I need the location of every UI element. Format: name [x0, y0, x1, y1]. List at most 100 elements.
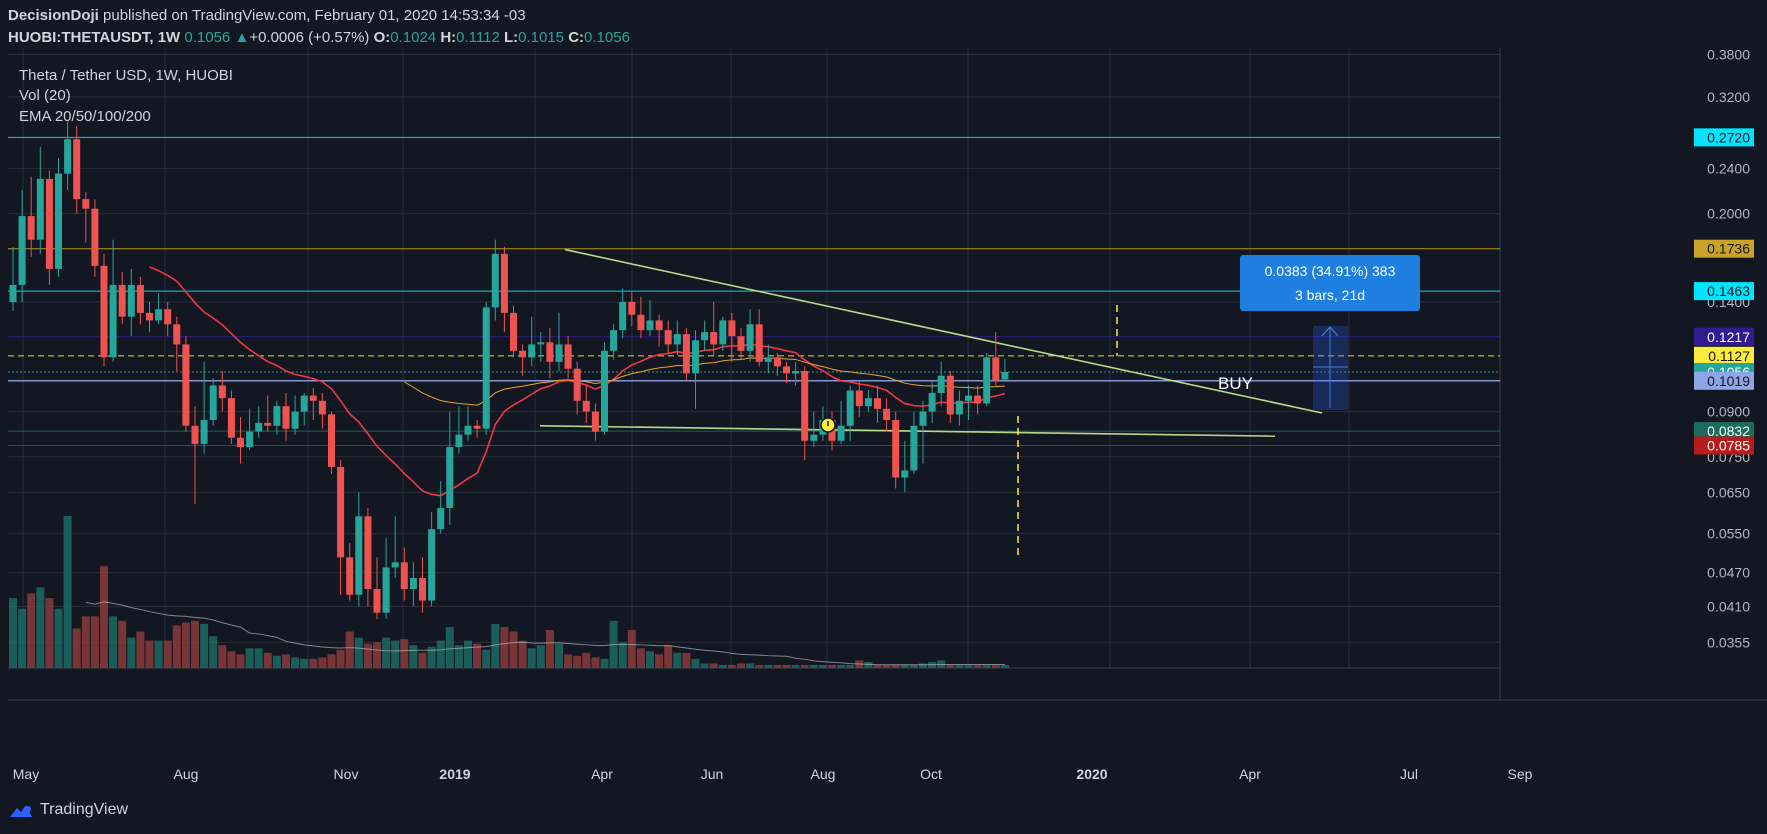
candle-body: [482, 307, 490, 429]
volume-bar: [655, 654, 664, 668]
last-price: 0.1056: [184, 29, 231, 46]
low-label: L:: [503, 29, 519, 46]
volume-ma-line: [85, 601, 1005, 666]
volume-bar: [682, 652, 691, 668]
volume-bar: [127, 637, 136, 668]
price-tick-label: 0.0900: [1707, 404, 1750, 420]
candle-body: [555, 344, 563, 362]
candle-body: [209, 385, 217, 420]
candle-body: [974, 395, 982, 404]
candle-body: [318, 400, 326, 415]
support-trendline: [539, 424, 1276, 437]
price-level-label: 0.1019: [1707, 373, 1750, 389]
measure-tooltip-line1: 0.0383 (34.91%) 383: [1265, 263, 1396, 279]
volume-bar: [391, 640, 400, 668]
price-level-label: 0.1127: [1708, 348, 1750, 364]
candle-body: [300, 395, 308, 412]
volume-bar: [591, 657, 600, 668]
volume-bar: [263, 652, 272, 668]
candle-body: [792, 371, 800, 374]
volume-bar: [582, 652, 591, 668]
volume-bar: [491, 623, 500, 668]
volume-bar: [846, 664, 855, 668]
volume-bar: [573, 655, 582, 668]
tradingview-cloud-icon: [10, 805, 32, 817]
volume-bar: [755, 664, 764, 668]
candle-body: [273, 406, 281, 426]
volume-bar: [327, 654, 336, 668]
volume-bar: [527, 648, 536, 668]
volume-bar: [482, 649, 491, 668]
price-level-label: 0.0832: [1707, 423, 1750, 439]
candle-body: [546, 342, 554, 362]
volume-bar: [236, 654, 245, 668]
volume-bar: [27, 593, 36, 668]
candle-body: [391, 562, 399, 568]
candlesticks: [9, 121, 1009, 619]
candle-body: [255, 422, 263, 432]
volume-bar: [536, 645, 545, 668]
volume-bar: [627, 630, 636, 668]
ema-indicator-label[interactable]: EMA 20/50/100/200: [19, 108, 151, 125]
volume-bar: [18, 608, 27, 668]
publisher-name[interactable]: DecisionDoji: [8, 7, 99, 24]
candle-body: [400, 562, 408, 590]
time-axis: May Aug Nov 2019 Apr Jun Aug Oct 2020 Apr Jul Sep: [13, 766, 1533, 782]
candle-body: [264, 422, 272, 426]
price-level-badge: [1694, 282, 1754, 301]
volume-bar: [946, 664, 955, 668]
volume-bar: [891, 664, 900, 668]
price-tick-label: 0.2400: [1707, 160, 1750, 176]
time-tick-label: Jun: [701, 766, 724, 782]
low-value: 0.1015: [518, 29, 565, 46]
symbol-name[interactable]: HUOBI:THETAUSDT, 1W: [8, 29, 181, 46]
volume-bar: [828, 664, 836, 668]
volume-bar: [54, 608, 63, 668]
chart-title[interactable]: Theta / Tether USD, 1W, HUOBI: [19, 67, 233, 84]
volume-bar: [318, 657, 327, 668]
volume-bar: [454, 645, 463, 668]
volume-bar: [373, 642, 381, 668]
candle-body: [737, 336, 745, 351]
volume-bar: [973, 664, 982, 668]
high-value: 0.1112: [456, 29, 500, 46]
volume-bar: [154, 640, 163, 668]
candle-body: [646, 320, 654, 331]
price-level-label: 0.1736: [1707, 241, 1750, 257]
candle-body: [473, 425, 481, 429]
volume-indicator-label[interactable]: Vol (20): [19, 87, 71, 104]
candle-body: [237, 437, 244, 448]
candle-body: [682, 334, 690, 374]
volume-bar: [345, 631, 354, 668]
candle-body: [464, 425, 472, 435]
candle-body: [500, 253, 508, 313]
publish-header: DecisionDoji published on TradingView.co…: [0, 0, 1767, 48]
volume-bar: [809, 664, 818, 668]
candle-body: [373, 589, 381, 613]
candle-body: [601, 350, 608, 432]
tradingview-logo[interactable]: TradingView: [8, 801, 128, 819]
price-level-label: 0.1217: [1707, 329, 1750, 345]
candle-body: [409, 578, 417, 590]
candle-body: [755, 324, 763, 362]
time-tick-label: 2020: [1076, 766, 1107, 782]
publish-line: DecisionDoji published on TradingView.co…: [8, 7, 526, 24]
volume-bar: [646, 651, 654, 668]
volume-bar: [500, 626, 509, 668]
time-tick-label: 2019: [439, 766, 470, 782]
volume-bar: [172, 625, 181, 668]
volume-bar: [727, 664, 736, 668]
candle-body: [910, 425, 918, 471]
price-axis: 0.38000.32000.24000.20000.14000.09000.07…: [1694, 46, 1754, 650]
volume-bar: [909, 664, 918, 668]
candle-body: [100, 265, 108, 358]
volume-bar: [837, 664, 846, 668]
ema-50-line: [404, 357, 1005, 406]
candle-body: [591, 411, 599, 432]
volume-ma: [85, 601, 1005, 666]
volume-bar: [600, 658, 609, 668]
measure-tooltip: [1240, 255, 1420, 311]
volume-bar: [36, 587, 45, 668]
volume-bar: [709, 663, 718, 668]
